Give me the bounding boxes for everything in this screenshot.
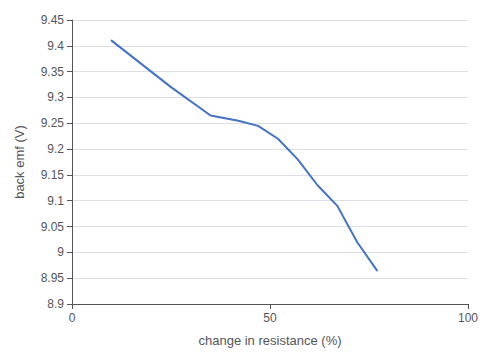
svg-text:9.05: 9.05 <box>41 220 65 234</box>
svg-text:9.1: 9.1 <box>47 194 64 208</box>
svg-text:9.45: 9.45 <box>41 13 65 27</box>
svg-text:9.4: 9.4 <box>47 39 64 53</box>
svg-text:change in resistance (%): change in resistance (%) <box>198 333 341 348</box>
svg-text:9.3: 9.3 <box>47 90 64 104</box>
svg-text:8.95: 8.95 <box>41 271 65 285</box>
svg-text:8.9: 8.9 <box>47 297 64 311</box>
svg-text:back emf (V): back emf (V) <box>12 125 27 199</box>
svg-text:9.25: 9.25 <box>41 116 65 130</box>
svg-text:9: 9 <box>57 245 64 259</box>
svg-text:9.15: 9.15 <box>41 168 65 182</box>
svg-text:50: 50 <box>263 311 277 325</box>
svg-text:100: 100 <box>458 311 478 325</box>
svg-text:9.35: 9.35 <box>41 65 65 79</box>
svg-text:0: 0 <box>69 311 76 325</box>
svg-text:9.2: 9.2 <box>47 142 64 156</box>
